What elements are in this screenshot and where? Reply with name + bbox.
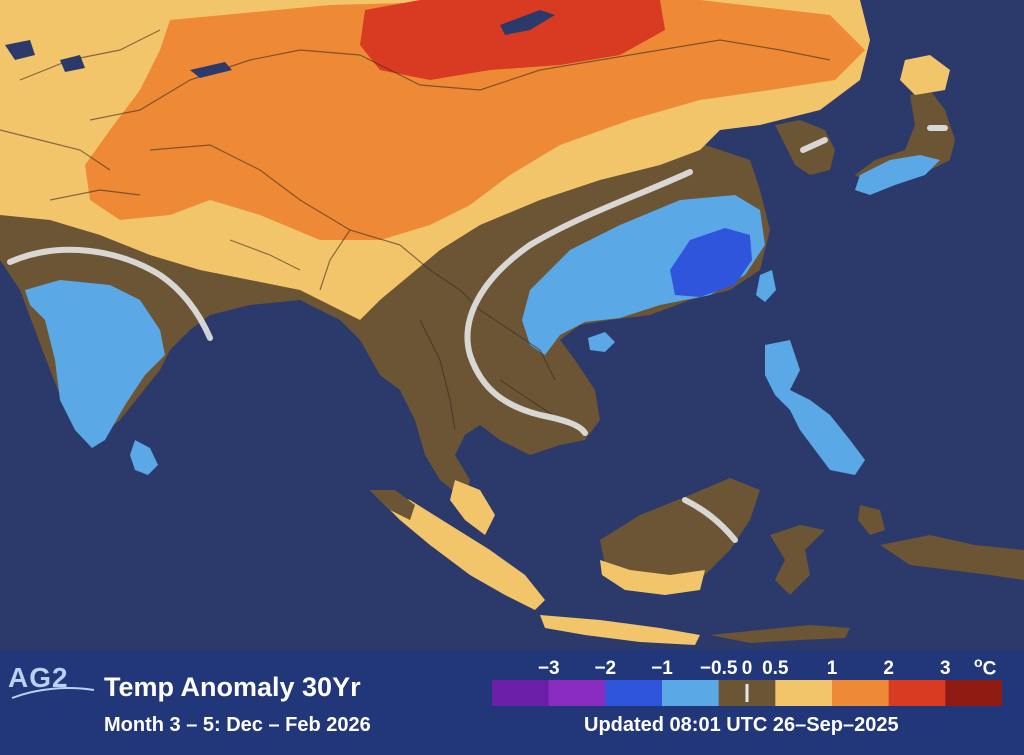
degree-symbol: o xyxy=(974,654,983,670)
lake-balkhash xyxy=(190,62,232,78)
anomaly-cool-india xyxy=(25,280,165,448)
legend-tick-label: 0.5 xyxy=(762,658,789,679)
legend-tick-label: 0 xyxy=(741,658,753,679)
anomaly-cool-taiwan xyxy=(756,270,776,302)
updated-timestamp: Updated 08:01 UTC 26–Sep–2025 xyxy=(584,714,899,736)
legend-tick-label: 1 xyxy=(826,658,838,679)
legend-colorbar xyxy=(492,680,1002,706)
legend-bin xyxy=(605,680,663,706)
lake-aral xyxy=(60,55,85,72)
anomaly-cool-medium-se-china xyxy=(670,228,752,297)
legend-unit: oC xyxy=(974,654,996,680)
lake-caspian xyxy=(5,40,35,60)
legend-bin xyxy=(888,680,946,706)
land-java xyxy=(540,615,700,645)
anomaly-cool-south-china xyxy=(522,195,765,355)
land-borneo xyxy=(600,478,760,585)
land-sumatra xyxy=(370,490,545,610)
legend-tick-label: −0.5 xyxy=(699,658,738,679)
legend-tick-label: −3 xyxy=(537,658,560,679)
legend-tick-label: −1 xyxy=(651,658,673,679)
anomaly-warm-hokkaido xyxy=(900,55,950,95)
legend-bin xyxy=(548,680,606,706)
legend-bin xyxy=(945,680,1002,706)
anomaly-warm-malaya xyxy=(450,480,495,535)
legend-bin xyxy=(775,680,833,706)
anomaly-cool-srilanka xyxy=(130,440,158,475)
anomaly-cool-japan xyxy=(855,155,940,195)
legend-zero-marker xyxy=(745,684,749,702)
land-lesser-sunda xyxy=(710,625,850,643)
legend-tick-label: 2 xyxy=(883,658,894,679)
lake-baikal xyxy=(500,10,555,35)
anomaly-warm-borneo-south xyxy=(600,560,705,595)
logo-text: AG2 xyxy=(8,662,69,693)
legend-tick-label: −2 xyxy=(594,658,617,679)
anomaly-warm-medium xyxy=(85,0,865,240)
legend-bin xyxy=(832,680,890,706)
anomaly-map xyxy=(0,0,1024,645)
anomaly-cool-philippines xyxy=(765,340,865,475)
anomaly-cool-hainan xyxy=(588,332,615,352)
unit-letter: C xyxy=(982,658,997,680)
anomaly-warm-strong xyxy=(360,0,665,80)
legend-bin xyxy=(492,680,550,706)
forecast-period: Month 3 – 5: Dec – Feb 2026 xyxy=(104,714,371,736)
land-sulawesi xyxy=(770,525,825,595)
legend-tick-label: 3 xyxy=(940,658,951,679)
land-sumatra-north xyxy=(370,490,415,520)
country-borders xyxy=(0,29,831,431)
ag2-logo xyxy=(11,687,95,699)
land-moluccas xyxy=(858,505,885,535)
land-new-guinea xyxy=(880,535,1024,580)
legend-bin xyxy=(662,680,720,706)
zero-anomaly-contours xyxy=(7,125,948,543)
map-title: Temp Anomaly 30Yr xyxy=(104,672,361,702)
